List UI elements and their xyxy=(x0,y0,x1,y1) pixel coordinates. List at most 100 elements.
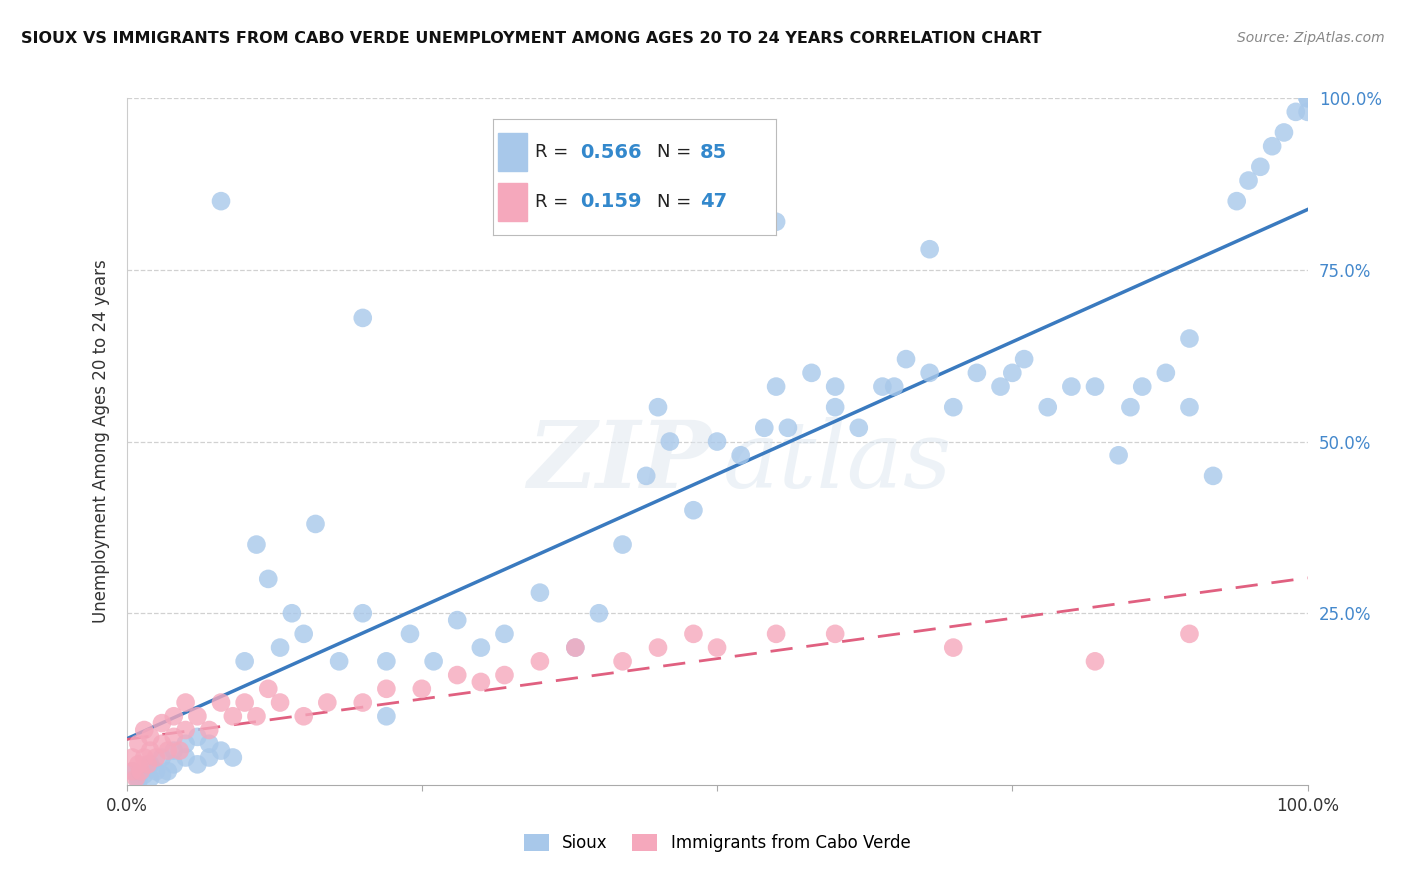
Point xyxy=(281,607,304,621)
Point xyxy=(222,709,245,723)
Point xyxy=(186,757,208,772)
Bar xyxy=(498,183,527,221)
Point xyxy=(1237,173,1260,187)
Point xyxy=(156,744,179,758)
Point xyxy=(658,434,681,449)
Point xyxy=(163,709,186,723)
Point xyxy=(588,607,610,621)
Text: 0.159: 0.159 xyxy=(581,193,643,211)
Text: N =: N = xyxy=(657,193,697,211)
Point xyxy=(245,537,267,551)
Point xyxy=(1249,160,1271,174)
Point xyxy=(139,744,162,758)
Legend: Sioux, Immigrants from Cabo Verde: Sioux, Immigrants from Cabo Verde xyxy=(517,828,917,859)
Point xyxy=(966,366,988,380)
Point xyxy=(1202,469,1225,483)
Point xyxy=(1130,379,1153,393)
Point xyxy=(127,737,149,751)
Point xyxy=(942,640,965,655)
Point xyxy=(894,352,917,367)
Text: 47: 47 xyxy=(700,193,727,211)
Point xyxy=(245,709,267,723)
Point xyxy=(918,242,941,256)
Point xyxy=(1261,139,1284,153)
Text: 85: 85 xyxy=(700,143,727,161)
Point xyxy=(186,709,208,723)
Point xyxy=(145,764,167,779)
Point xyxy=(1178,332,1201,346)
Point xyxy=(156,764,179,779)
Point xyxy=(1060,379,1083,393)
Point xyxy=(163,730,186,744)
Point xyxy=(134,750,156,764)
Point xyxy=(612,537,634,551)
Point xyxy=(169,744,191,758)
Point xyxy=(257,681,280,696)
Point xyxy=(198,737,221,751)
Point xyxy=(647,400,669,414)
Point xyxy=(233,696,256,710)
Point xyxy=(121,764,143,779)
Point xyxy=(883,379,905,393)
Point xyxy=(765,627,787,641)
Point xyxy=(127,774,149,789)
Point xyxy=(411,681,433,696)
Point xyxy=(647,640,669,655)
Point xyxy=(754,421,776,435)
Point xyxy=(352,310,374,325)
Point xyxy=(1178,400,1201,414)
Text: ZIP: ZIP xyxy=(527,417,711,508)
Text: 0.566: 0.566 xyxy=(581,143,643,161)
Point xyxy=(682,627,704,641)
Point xyxy=(222,750,245,764)
Point xyxy=(134,723,156,737)
Point xyxy=(706,434,728,449)
Text: R =: R = xyxy=(536,193,574,211)
Point xyxy=(233,654,256,668)
Point xyxy=(375,709,398,723)
Point xyxy=(1001,366,1024,380)
Point xyxy=(150,716,173,731)
Point xyxy=(375,681,398,696)
Point xyxy=(824,379,846,393)
Point xyxy=(174,696,197,710)
Point xyxy=(375,654,398,668)
Point xyxy=(127,757,149,772)
Point xyxy=(269,640,291,655)
Point xyxy=(269,696,291,710)
Point xyxy=(682,503,704,517)
Point xyxy=(121,764,143,779)
Point xyxy=(352,696,374,710)
Text: R =: R = xyxy=(536,144,574,161)
Point xyxy=(209,194,232,209)
Point xyxy=(1036,400,1059,414)
Point xyxy=(125,771,148,785)
Point xyxy=(730,448,752,462)
Point xyxy=(209,744,232,758)
Point xyxy=(174,737,197,751)
Point xyxy=(706,640,728,655)
Point xyxy=(209,696,232,710)
Point xyxy=(1226,194,1249,209)
Point xyxy=(494,627,516,641)
Point xyxy=(127,771,149,785)
Point xyxy=(145,750,167,764)
Text: atlas: atlas xyxy=(723,417,952,508)
Point xyxy=(564,640,586,655)
Point xyxy=(174,723,197,737)
Point xyxy=(139,757,162,772)
Point xyxy=(872,379,894,393)
Point xyxy=(1296,91,1319,105)
Point xyxy=(292,709,315,723)
Point xyxy=(139,771,162,785)
Point xyxy=(765,215,787,229)
Point xyxy=(304,516,326,531)
Text: SIOUX VS IMMIGRANTS FROM CABO VERDE UNEMPLOYMENT AMONG AGES 20 TO 24 YEARS CORRE: SIOUX VS IMMIGRANTS FROM CABO VERDE UNEM… xyxy=(21,31,1042,46)
Point xyxy=(1296,91,1319,105)
Point xyxy=(328,654,350,668)
Point xyxy=(352,607,374,621)
Point xyxy=(198,723,221,737)
Point xyxy=(150,750,173,764)
Point xyxy=(292,627,315,641)
Point xyxy=(1154,366,1177,380)
